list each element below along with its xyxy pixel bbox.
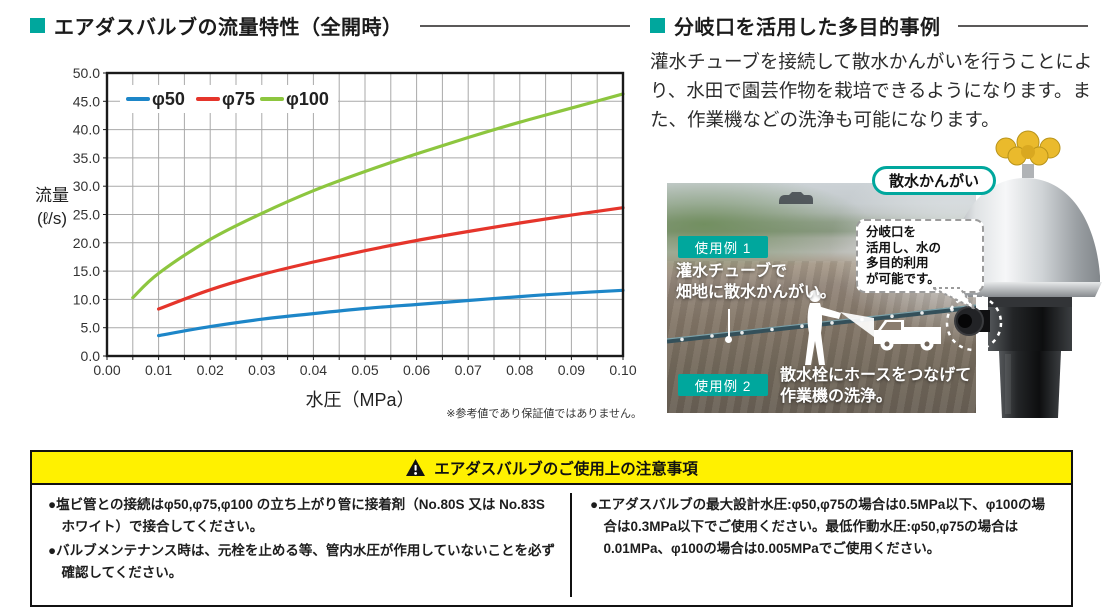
caution-bullet: ●エアダスバルブの最大設計水圧:φ50,φ75の場合は0.5MPa以下、φ100… (590, 497, 1045, 556)
svg-text:35.0: 35.0 (73, 150, 100, 166)
title-rule (419, 24, 630, 27)
x-axis-label: 水圧（MPa） (305, 390, 415, 410)
legend-label-φ75: φ75 (222, 89, 255, 109)
valve-pipe (999, 351, 1061, 418)
valve-product-image (944, 130, 1102, 418)
caution-left-column: ●塩ビ管との接続はφ50,φ75,φ100 の立ち上がり管に接着剤（No.80S… (32, 485, 570, 607)
pipe-sheen (1005, 354, 1011, 414)
svg-text:40.0: 40.0 (73, 122, 100, 138)
branch-port-speech-bubble: 分岐口を 活用し、水の 多目的利用 が可能です。 (856, 219, 984, 293)
series-line-φ50 (157, 288, 625, 338)
teal-square-bullet (30, 18, 45, 33)
field-photo-art (667, 192, 976, 365)
sprinkler-irrigation-pill: 散水かんがい (872, 166, 996, 195)
branch-port-highlight-circle (945, 294, 1003, 352)
svg-text:0.0: 0.0 (81, 348, 101, 364)
svg-text:25.0: 25.0 (73, 207, 100, 223)
truck-silhouette (874, 320, 941, 351)
caption-connector-line (728, 309, 730, 337)
caution-body: ●塩ビ管との接続はφ50,φ75,φ100 の立ち上がり管に接着剤（No.80S… (32, 485, 1071, 607)
svg-text:0.09: 0.09 (558, 362, 585, 378)
svg-text:45.0: 45.0 (73, 93, 100, 109)
valve-dome (948, 178, 1100, 282)
example2-caption: 散水栓にホースをつなげて 作業機の洗浄。 (780, 367, 972, 405)
teal-square-bullet (650, 18, 665, 33)
valve-stem (1022, 164, 1034, 178)
series-line-φ100 (131, 92, 625, 300)
svg-text:10.0: 10.0 (73, 291, 100, 307)
caution-header: エアダスバルブのご使用上の注意事項 (32, 452, 1071, 485)
svg-text:20.0: 20.0 (73, 235, 100, 251)
example1-badge: 使用例 1 (678, 236, 768, 258)
example-section-title-row: 分岐口を活用した多目的事例 (650, 11, 1088, 40)
svg-text:0.00: 0.00 (93, 362, 120, 378)
svg-text:0.06: 0.06 (403, 362, 430, 378)
speech-bubble-tail (932, 287, 976, 310)
svg-text:0.04: 0.04 (300, 362, 327, 378)
legend-label-φ100: φ100 (286, 89, 329, 109)
example2-badge: 使用例 2 (678, 374, 768, 396)
svg-text:5.0: 5.0 (81, 320, 101, 336)
svg-text:0.01: 0.01 (145, 362, 172, 378)
flow-section-title: エアダスバルブの流量特性（全開時） (54, 17, 403, 39)
water-spray (840, 312, 874, 337)
svg-text:0.05: 0.05 (351, 362, 378, 378)
background-car-silhouette (779, 192, 813, 204)
series-line-φ75 (157, 206, 625, 311)
y-axis-label: 流量 (ℓ/s) (35, 186, 69, 228)
caution-right-column: ●エアダスバルブの最大設計水圧:φ50,φ75の場合は0.5MPa以下、φ100… (570, 485, 1071, 607)
plot-border (105, 71, 625, 358)
flow-chart-canvas: 0.00 0.01 0.02 0.03 0.04 0.05 0.06 0.07 0.08 0.09… (73, 65, 637, 378)
svg-text:0.02: 0.02 (197, 362, 224, 378)
caution-bullet: ●バルブメンテナンス時は、元栓を止める等、管内水圧が作用していないことを必ず確認… (48, 542, 555, 580)
legend-label-φ50: φ50 (152, 89, 185, 109)
svg-text:30.0: 30.0 (73, 178, 100, 194)
caption-connector-dot (725, 336, 732, 343)
svg-text:0.03: 0.03 (248, 362, 275, 378)
svg-text:0.08: 0.08 (506, 362, 533, 378)
flow-chart: 0.00 0.01 0.02 0.03 0.04 0.05 0.06 0.07 0.08 0.09… (30, 55, 650, 420)
valve-body (988, 307, 1072, 351)
handwheel-hub (1021, 145, 1035, 159)
caution-bullet: ●塩ビ管との接続はφ50,φ75,φ100 の立ち上がり管に接着剤（No.80S… (48, 497, 545, 534)
example1-caption: 灌水チューブで 畑地に散水かんがい。 (676, 263, 837, 301)
valve-collar (988, 297, 1072, 307)
chart-footnote: ※参考値であり保証値ではありません。 (446, 408, 642, 420)
example-section-title: 分岐口を活用した多目的事例 (674, 17, 941, 39)
title-rule (957, 24, 1088, 27)
warning-icon (406, 458, 426, 477)
person-silhouette (805, 290, 841, 365)
svg-text:0.07: 0.07 (455, 362, 482, 378)
svg-text:15.0: 15.0 (73, 263, 100, 279)
flow-section-title-row: エアダスバルブの流量特性（全開時） (30, 11, 630, 40)
caution-box: エアダスバルブのご使用上の注意事項 ●塩ビ管との接続はφ50,φ75,φ100 … (30, 450, 1073, 607)
svg-text:50.0: 50.0 (73, 65, 100, 81)
chart-legend: φ50 φ75 φ100 (120, 85, 338, 113)
caution-header-text: エアダスバルブのご使用上の注意事項 (434, 460, 698, 478)
branch-port (954, 306, 990, 336)
svg-text:0.10: 0.10 (609, 362, 636, 378)
example-description: 灌水チューブを接続して散水かんがいを行うことにより、水田で園芸作物を栽培できるよ… (650, 51, 1093, 131)
caution-column-divider (570, 493, 572, 597)
chart-tick-labels: 0.00 0.01 0.02 0.03 0.04 0.05 0.06 0.07 0.08 0.09… (73, 65, 637, 378)
